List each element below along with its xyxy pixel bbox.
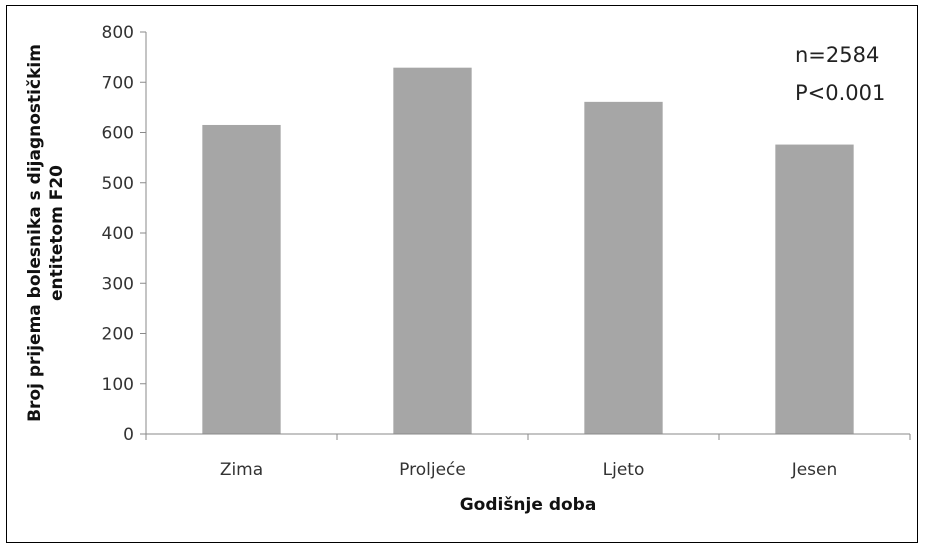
- y-tick-label-400: 400: [102, 224, 134, 244]
- bar-ljeto: [584, 101, 663, 434]
- y-tick-label-100: 100: [102, 375, 134, 395]
- y-axis-title-line-2: entitetom F20: [47, 165, 67, 301]
- annotation-n: n=2584: [795, 43, 879, 67]
- y-tick-label-0: 0: [123, 425, 134, 445]
- x-tick-label-ljeto: Ljeto: [603, 460, 645, 480]
- y-tick-label-700: 700: [102, 73, 134, 93]
- bar-jesen: [775, 144, 854, 434]
- plot-area: 0 100 200 300 400 500 600 700 800 Zima Proljeće Lje…: [102, 23, 911, 480]
- bar-zima: [202, 124, 281, 435]
- bar-proljeće: [393, 67, 472, 435]
- y-axis-title: Broj prijema bolesnika s dijagnostičkim …: [25, 44, 67, 422]
- x-tick-label-zima: Zima: [220, 460, 263, 480]
- y-tick-label-800: 800: [102, 23, 134, 43]
- y-tick-label-500: 500: [102, 174, 134, 194]
- y-tick-label-200: 200: [102, 325, 134, 345]
- x-axis-title: Godišnje doba: [460, 495, 597, 515]
- annotation-p: P<0.001: [795, 81, 885, 105]
- x-tick-label-proljeće: Proljeće: [399, 460, 466, 480]
- x-tick-label-jesen: Jesen: [791, 460, 838, 480]
- y-axis-title-line-1: Broj prijema bolesnika s dijagnostičkim: [25, 44, 45, 422]
- y-tick-label-300: 300: [102, 274, 134, 294]
- y-tick-label-600: 600: [102, 124, 134, 144]
